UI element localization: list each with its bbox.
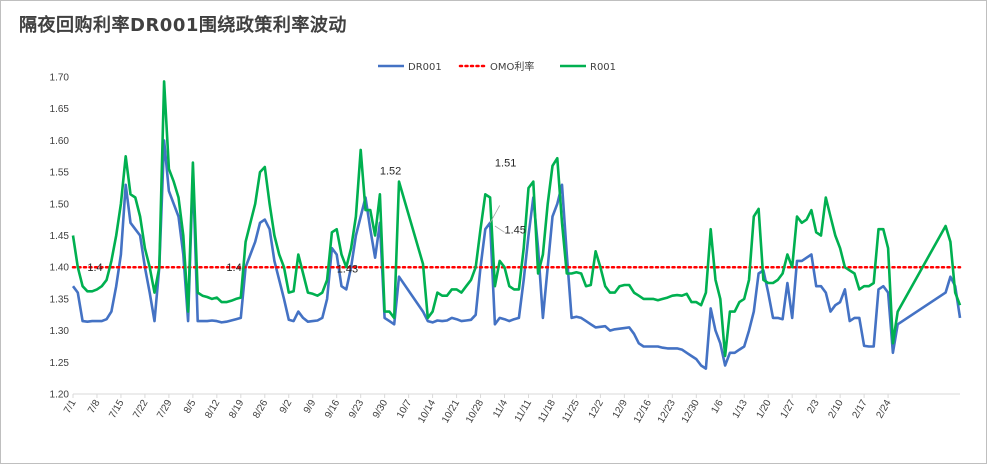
x-tick-label: 1/6 [709,398,726,416]
x-tick-label: 10/7 [395,398,414,421]
y-axis: 1.20 1.25 1.30 1.35 1.40 1.45 1.50 1.55 1.60 1.65… [50,73,70,401]
x-tick-label: 1/27 [779,398,798,421]
x-tick-label: 10/28 [464,398,486,426]
y-tick-label: 1.55 [50,168,70,179]
x-tick-label: 7/29 [155,398,174,421]
x-tick-label: 7/8 [86,398,103,416]
y-tick-label: 1.40 [50,263,70,274]
data-label: 1.45 [505,225,526,237]
y-tick-label: 1.70 [50,73,70,84]
x-tick-label: 12/30 [680,398,702,426]
x-tick-label: 9/2 [278,398,295,416]
y-tick-label: 1.30 [50,326,70,337]
legend-label-0: DR001 [408,62,442,73]
x-tick-label: 11/11 [513,398,535,424]
annotation-layer: 1.4 1.4 1.43 1.52 1.51 1.45 [87,157,526,275]
x-tick-label: 12/16 [632,398,654,426]
y-tick-label: 1.60 [50,136,70,147]
x-tick-label: 11/18 [536,398,558,425]
legend-label-2: R001 [590,62,616,73]
y-tick-label: 1.65 [50,104,70,115]
data-label: 1.52 [380,165,401,177]
x-tick-label: 9/9 [302,398,319,416]
x-tick-label: 11/25 [560,398,582,425]
x-tick-label: 2/3 [805,398,822,416]
x-tick-label: 1/13 [731,398,750,421]
x-tick-label: 9/23 [347,398,366,421]
x-tick-label: 1/20 [755,398,774,421]
x-tick-label: 12/9 [611,398,630,421]
x-tick-label: 8/19 [227,398,246,421]
annotation-leader [489,205,501,224]
x-tick-label: 10/14 [416,398,438,426]
y-tick-label: 1.35 [50,294,70,305]
series-line-2 [71,80,962,358]
data-label: 1.51 [495,157,516,169]
x-tick-label: 2/24 [874,398,893,421]
y-tick-label: 1.25 [50,358,70,369]
data-label: 1.43 [337,263,358,275]
chart-title: 隔夜回购利率DR001围绕政策利率波动 [19,15,347,36]
x-axis: 7/1 7/8 7/15 7/22 7/29 8/5 8/12 8/19 8/26 9/2 9/9 9… [62,393,960,426]
x-tick-label: 10/21 [440,398,462,426]
data-label: 1.4 [226,262,241,274]
x-tick-label: 9/30 [371,398,390,421]
series-line-0 [71,139,962,370]
x-tick-label: 12/23 [656,398,678,426]
x-tick-label: 8/5 [182,398,199,416]
x-tick-label: 9/16 [323,398,342,421]
legend-label-1: OMO利率 [490,60,534,73]
x-tick-label: 2/10 [826,398,845,421]
annotation-leader [494,225,505,233]
x-tick-label: 11/4 [491,398,510,420]
series-layer [71,80,962,370]
x-tick-label: 12/2 [587,398,606,421]
x-tick-label: 8/12 [203,398,222,421]
x-tick-label: 7/22 [131,398,150,421]
data-label: 1.4 [87,262,102,274]
y-tick-label: 1.20 [50,390,70,401]
x-tick-label: 7/15 [107,398,126,421]
y-tick-label: 1.45 [50,231,70,242]
x-tick-label: 8/26 [251,398,270,421]
x-tick-label: 2/17 [850,398,869,421]
legend: DR001 OMO利率 R001 [378,60,616,73]
y-tick-label: 1.50 [50,199,70,210]
